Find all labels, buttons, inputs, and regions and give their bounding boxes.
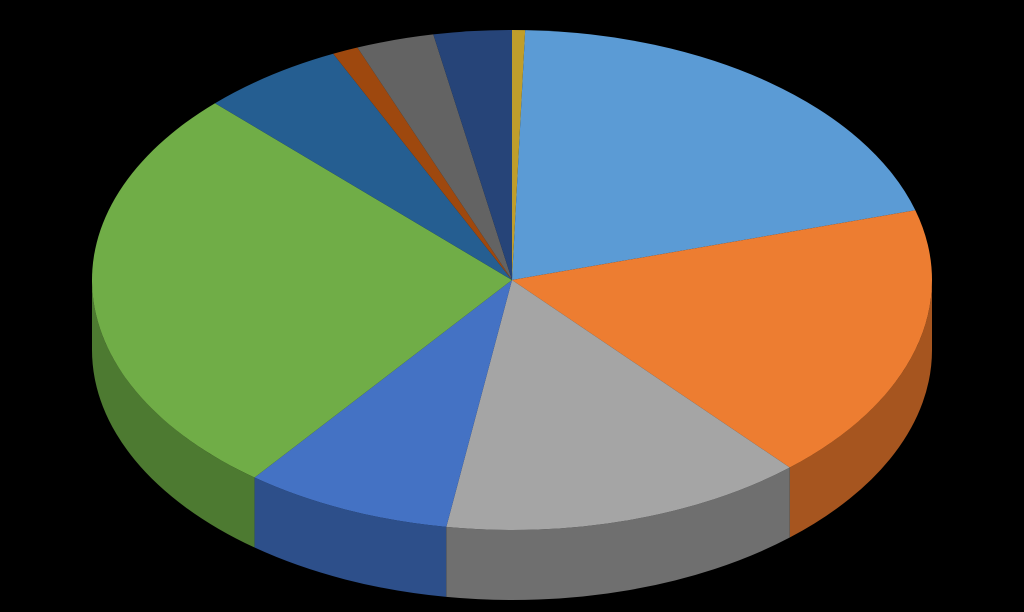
pie-chart-3d <box>0 0 1024 612</box>
pie-tops <box>92 30 932 530</box>
pie-chart-container <box>0 0 1024 612</box>
